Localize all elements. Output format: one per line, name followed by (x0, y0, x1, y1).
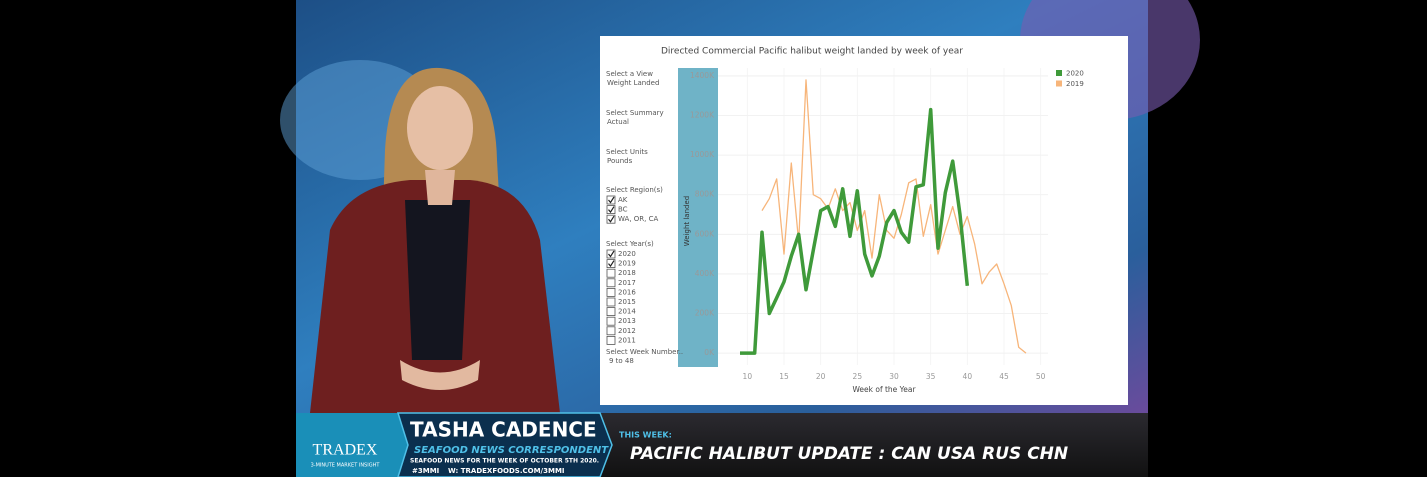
checkbox (606, 268, 616, 278)
x-tick-label: 25 (853, 372, 863, 381)
x-tick-label: 10 (743, 372, 753, 381)
axis-band (678, 68, 718, 367)
filter-value: Pounds (607, 157, 633, 165)
checkmark (608, 260, 615, 268)
checkmark (608, 196, 615, 204)
checkbox (606, 249, 616, 259)
filter-option: 2013 (618, 317, 636, 325)
x-tick-label: 45 (999, 372, 1009, 381)
filter-value: Actual (607, 118, 629, 126)
checkbox (606, 297, 616, 307)
checkmark (608, 206, 615, 214)
presenter-role: SEAFOOD NEWS CORRESPONDENT (414, 445, 609, 456)
y-tick-label: 1400K (690, 71, 715, 80)
legend-label: 2019 (1066, 80, 1084, 88)
checkbox (606, 307, 616, 317)
presenter (310, 67, 560, 413)
chart-title: Directed Commercial Pacific halibut weig… (661, 47, 963, 57)
brand: TRADEX (313, 442, 378, 459)
filter-option: 2020 (618, 250, 636, 258)
checkbox (606, 326, 616, 336)
filter-label: Select Region(s) (606, 186, 663, 194)
filter-option: 2017 (618, 279, 636, 287)
filter-label: Select a View (606, 70, 653, 78)
checkbox (606, 335, 616, 345)
filter-option: BC (618, 206, 628, 214)
filter-value: 9 to 48 (609, 357, 634, 365)
y-axis-label: Weight landed (683, 196, 691, 246)
x-tick-label: 15 (779, 372, 789, 381)
x-tick-label: 30 (889, 372, 899, 381)
filter-option: 2011 (618, 336, 636, 344)
filter-label: Select Summary (606, 109, 664, 117)
legend-label: 2020 (1066, 70, 1084, 78)
x-tick-label: 35 (926, 372, 936, 381)
filter-option: 2012 (618, 327, 636, 335)
brand-box (296, 413, 408, 477)
headline: PACIFIC HALIBUT UPDATE : CAN USA RUS CHN (630, 444, 1068, 464)
brand-sub: 3-MINUTE MARKET INSIGHT (311, 463, 381, 469)
checkmark (608, 250, 615, 258)
filter-option: AK (618, 196, 628, 204)
checkbox (606, 259, 616, 269)
presenter-name: TASHA CADENCE (410, 418, 597, 442)
filter-label: Select Units (606, 148, 648, 156)
filter-option: 2018 (618, 269, 636, 277)
week-note: SEAFOOD NEWS FOR THE WEEK OF OCTOBER 5TH… (410, 458, 599, 465)
filter-option: 2019 (618, 260, 636, 268)
checkmark (608, 215, 615, 223)
checkbox (606, 316, 616, 326)
checkbox (606, 278, 616, 288)
legend-swatch (1056, 80, 1062, 87)
y-tick-label: 800K (695, 190, 715, 199)
hashtag: #3MMI (412, 467, 439, 475)
y-tick-label: 1200K (690, 111, 715, 120)
legend-swatch (1056, 70, 1062, 76)
series-line (761, 79, 1027, 354)
filter-label: Select Week Number.. (606, 348, 683, 356)
filter-option: 2014 (618, 308, 636, 316)
filter-label: Select Year(s) (606, 240, 654, 248)
x-tick-label: 40 (963, 372, 973, 381)
checkbox (606, 195, 616, 205)
filter-option: 2015 (618, 298, 636, 306)
x-axis-label: Week of the Year (852, 385, 916, 394)
y-tick-label: 0K (704, 348, 715, 357)
series-line (740, 107, 970, 355)
x-tick-label: 20 (816, 372, 826, 381)
website: W: TRADEXFOODS.COM/3MMI (448, 467, 565, 475)
filter-option: WA, OR, CA (618, 215, 658, 223)
y-tick-label: 1000K (690, 150, 715, 159)
filter-value: Weight Landed (607, 79, 659, 87)
checkbox (606, 205, 616, 215)
y-tick-label: 600K (695, 229, 715, 238)
checkbox (606, 214, 616, 224)
x-tick-label: 50 (1036, 372, 1046, 381)
checkbox (606, 287, 616, 297)
filter-option: 2016 (618, 288, 636, 296)
this-week: THIS WEEK: (619, 431, 672, 440)
name-box (396, 412, 613, 477)
y-tick-label: 200K (695, 309, 715, 318)
y-tick-label: 400K (695, 269, 715, 278)
